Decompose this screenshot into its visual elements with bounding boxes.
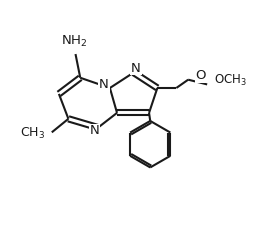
Text: N: N xyxy=(99,78,109,91)
Text: N: N xyxy=(89,124,99,137)
Text: OCH$_3$: OCH$_3$ xyxy=(214,72,247,88)
Text: NH$_2$: NH$_2$ xyxy=(61,34,88,49)
Text: O: O xyxy=(195,69,206,82)
Text: N: N xyxy=(131,62,141,75)
Text: CH$_3$: CH$_3$ xyxy=(20,126,45,141)
